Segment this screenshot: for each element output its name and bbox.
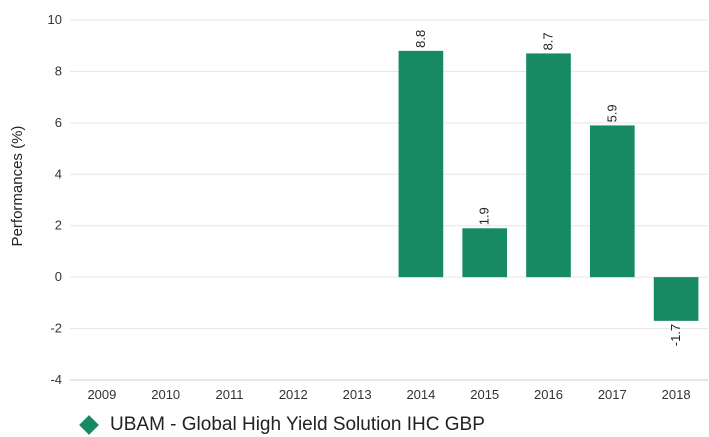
data-label: 5.9 [604, 104, 619, 122]
data-labels: 8.8 1.9 8.7 5.9 -1.7 [413, 30, 683, 346]
y-axis-ticks: -4 -2 0 2 4 6 8 10 [48, 12, 62, 387]
y-tick-label: 8 [55, 63, 62, 78]
y-tick-label: -2 [50, 321, 62, 336]
y-tick-label: 10 [48, 12, 62, 27]
bar-2015[interactable] [462, 228, 508, 278]
y-tick-label: 6 [55, 115, 62, 130]
legend-label: UBAM - Global High Yield Solution IHC GB… [110, 414, 485, 435]
x-tick-label: 2014 [406, 387, 435, 402]
data-label: 1.9 [477, 207, 492, 225]
bar-2016[interactable] [526, 53, 571, 278]
bar-2017[interactable] [589, 125, 635, 278]
x-axis-ticks: 2009 2010 2011 2012 2013 2014 2015 2016 2017 2018 [87, 387, 690, 402]
x-tick-label: 2017 [598, 387, 627, 402]
x-tick-label: 2016 [534, 387, 563, 402]
bar-2018[interactable] [653, 277, 699, 321]
y-axis-label: Performances (%) [9, 126, 26, 247]
y-tick-label: 4 [55, 166, 62, 181]
gridlines [70, 19, 708, 381]
x-tick-label: 2018 [662, 387, 691, 402]
y-tick-label: -4 [50, 372, 62, 387]
x-tick-label: 2013 [343, 387, 372, 402]
bar-series [398, 50, 699, 321]
y-tick-label: 0 [55, 269, 62, 284]
x-tick-label: 2009 [87, 387, 116, 402]
bar-2014[interactable] [398, 50, 444, 278]
data-label: 8.8 [413, 30, 428, 48]
data-label: -1.7 [668, 324, 683, 346]
legend[interactable]: UBAM - Global High Yield Solution IHC GB… [78, 414, 485, 436]
legend-diamond-icon [79, 415, 99, 435]
x-tick-label: 2015 [470, 387, 499, 402]
x-tick-label: 2012 [279, 387, 308, 402]
y-tick-label: 2 [55, 218, 62, 233]
data-label: 8.7 [541, 32, 556, 50]
x-tick-label: 2010 [151, 387, 180, 402]
x-tick-label: 2011 [216, 387, 244, 402]
